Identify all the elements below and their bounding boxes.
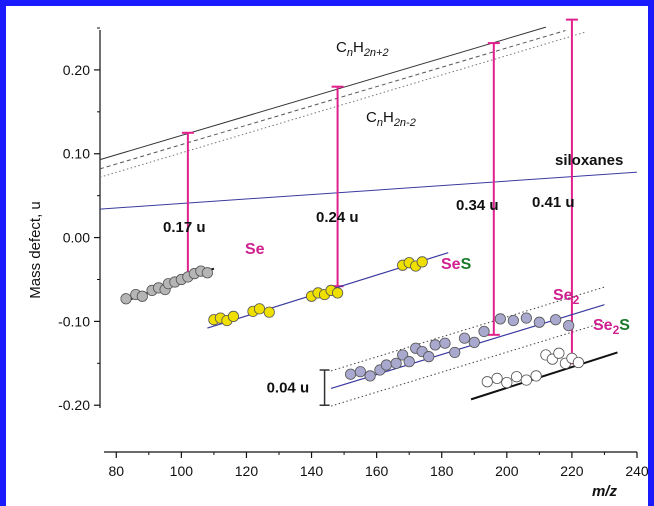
formula-part: H bbox=[383, 109, 394, 126]
series-se2s bbox=[470, 347, 618, 401]
formula-part: C bbox=[366, 109, 377, 126]
x-tick-label: 80 bbox=[108, 463, 124, 479]
series-label: Se2S bbox=[593, 317, 630, 337]
x-tick-label: 160 bbox=[365, 463, 389, 479]
data-point bbox=[397, 349, 409, 361]
band-marker-label: 0.04 u bbox=[267, 380, 310, 397]
y-axis-title: Mass defect, u bbox=[27, 201, 44, 299]
x-tick-label: 140 bbox=[300, 463, 324, 479]
data-point bbox=[520, 312, 532, 324]
series-label-part: Se bbox=[593, 317, 613, 334]
series-se bbox=[120, 265, 215, 305]
series-label-part: 2 bbox=[613, 323, 620, 337]
reference-lines bbox=[99, 26, 638, 210]
spacing-label: 0.17 u bbox=[163, 219, 206, 236]
reference-line bbox=[99, 31, 586, 178]
data-point bbox=[530, 370, 542, 382]
series-label-part: S bbox=[619, 317, 630, 334]
series-label-part: S bbox=[461, 256, 472, 273]
data-point bbox=[423, 351, 435, 363]
series-label-part: Se bbox=[553, 287, 573, 304]
x-tick-label: 180 bbox=[430, 463, 454, 479]
data-point bbox=[510, 371, 523, 383]
x-axis-title: m/z bbox=[592, 483, 618, 500]
formula-label: CnH2n-2 bbox=[366, 109, 416, 129]
data-point bbox=[253, 303, 266, 315]
series-label: Se bbox=[245, 241, 265, 258]
data-point bbox=[458, 332, 471, 344]
series-label-part: Se bbox=[245, 241, 265, 258]
reference-line bbox=[99, 30, 566, 170]
data-point bbox=[491, 372, 503, 385]
axes: 0.20 0.10 0.00 -0.10 -0.20 Mass defect, u 80 10… bbox=[27, 27, 649, 500]
reference-line bbox=[99, 26, 547, 161]
series-label: Se2 bbox=[553, 287, 580, 307]
data-point bbox=[403, 356, 415, 368]
data-point bbox=[344, 368, 357, 380]
data-point bbox=[201, 267, 213, 279]
formula-label: CnH2n+2 bbox=[336, 39, 389, 59]
x-tick-label: 220 bbox=[560, 463, 584, 479]
data-point bbox=[439, 337, 451, 349]
data-point bbox=[136, 290, 148, 302]
trend-line bbox=[470, 351, 618, 401]
spacing-markers bbox=[181, 18, 578, 406]
data-point bbox=[478, 325, 490, 338]
spacing-label: 0.24 u bbox=[316, 209, 359, 226]
data-point bbox=[429, 339, 441, 351]
series-ses bbox=[207, 252, 449, 329]
siloxanes-label: siloxanes bbox=[555, 152, 623, 169]
x-tick-label: 100 bbox=[170, 463, 194, 479]
data-point bbox=[120, 293, 132, 305]
data-point bbox=[501, 376, 513, 389]
y-tick-label: 0.10 bbox=[63, 146, 90, 162]
formula-part: 2n-2 bbox=[393, 117, 416, 129]
series-label-part: 2 bbox=[573, 293, 580, 307]
x-tick-label: 240 bbox=[625, 463, 649, 479]
data-point bbox=[449, 346, 461, 359]
formula-part: 2n+2 bbox=[363, 47, 389, 59]
data-point bbox=[227, 310, 240, 322]
data-point bbox=[354, 366, 366, 378]
data-point bbox=[481, 376, 493, 388]
data-point bbox=[494, 313, 506, 325]
spacing-label: 0.34 u bbox=[456, 197, 499, 214]
data-point bbox=[572, 356, 585, 369]
data-point bbox=[331, 287, 344, 299]
data-point bbox=[390, 357, 402, 369]
data-point bbox=[563, 319, 575, 332]
y-tick-label: 0.00 bbox=[63, 230, 90, 246]
formula-part: n bbox=[347, 47, 353, 59]
formula-part: C bbox=[336, 39, 347, 56]
data-point bbox=[364, 370, 376, 382]
data-point bbox=[507, 314, 519, 327]
formula-part: H bbox=[353, 39, 364, 56]
x-tick-label: 200 bbox=[495, 463, 519, 479]
data-point bbox=[380, 359, 392, 371]
series-label: SeS bbox=[441, 256, 472, 273]
series-layer bbox=[120, 252, 618, 407]
series-se2 bbox=[330, 286, 605, 407]
x-tick-label: 120 bbox=[235, 463, 259, 479]
y-tick-label: -0.20 bbox=[58, 397, 90, 413]
reference-line bbox=[99, 171, 638, 210]
y-tick-label: 0.20 bbox=[63, 62, 90, 78]
data-point bbox=[263, 306, 275, 318]
formula-part: n bbox=[377, 117, 383, 129]
spacing-label: 0.41 u bbox=[532, 194, 575, 211]
data-point bbox=[468, 336, 480, 348]
data-point bbox=[550, 314, 562, 326]
y-tick-label: -0.10 bbox=[58, 313, 90, 329]
data-point bbox=[416, 256, 428, 268]
data-point bbox=[520, 374, 532, 386]
series-label-part: Se bbox=[441, 256, 461, 273]
data-point bbox=[533, 316, 545, 328]
data-point bbox=[553, 347, 565, 359]
